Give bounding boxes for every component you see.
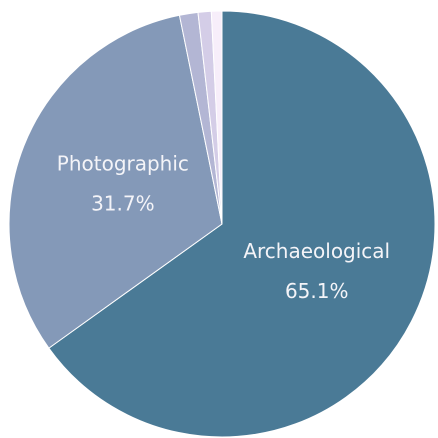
slice-value-label: 65.1% [285,279,349,303]
pie-slice [8,14,223,349]
pie-slice [210,10,223,225]
slice-label: Photographic [57,152,189,176]
slice-label: Archaeological [243,239,390,263]
slice-value-label: 31.7% [91,192,155,216]
pie-slice [48,10,436,438]
